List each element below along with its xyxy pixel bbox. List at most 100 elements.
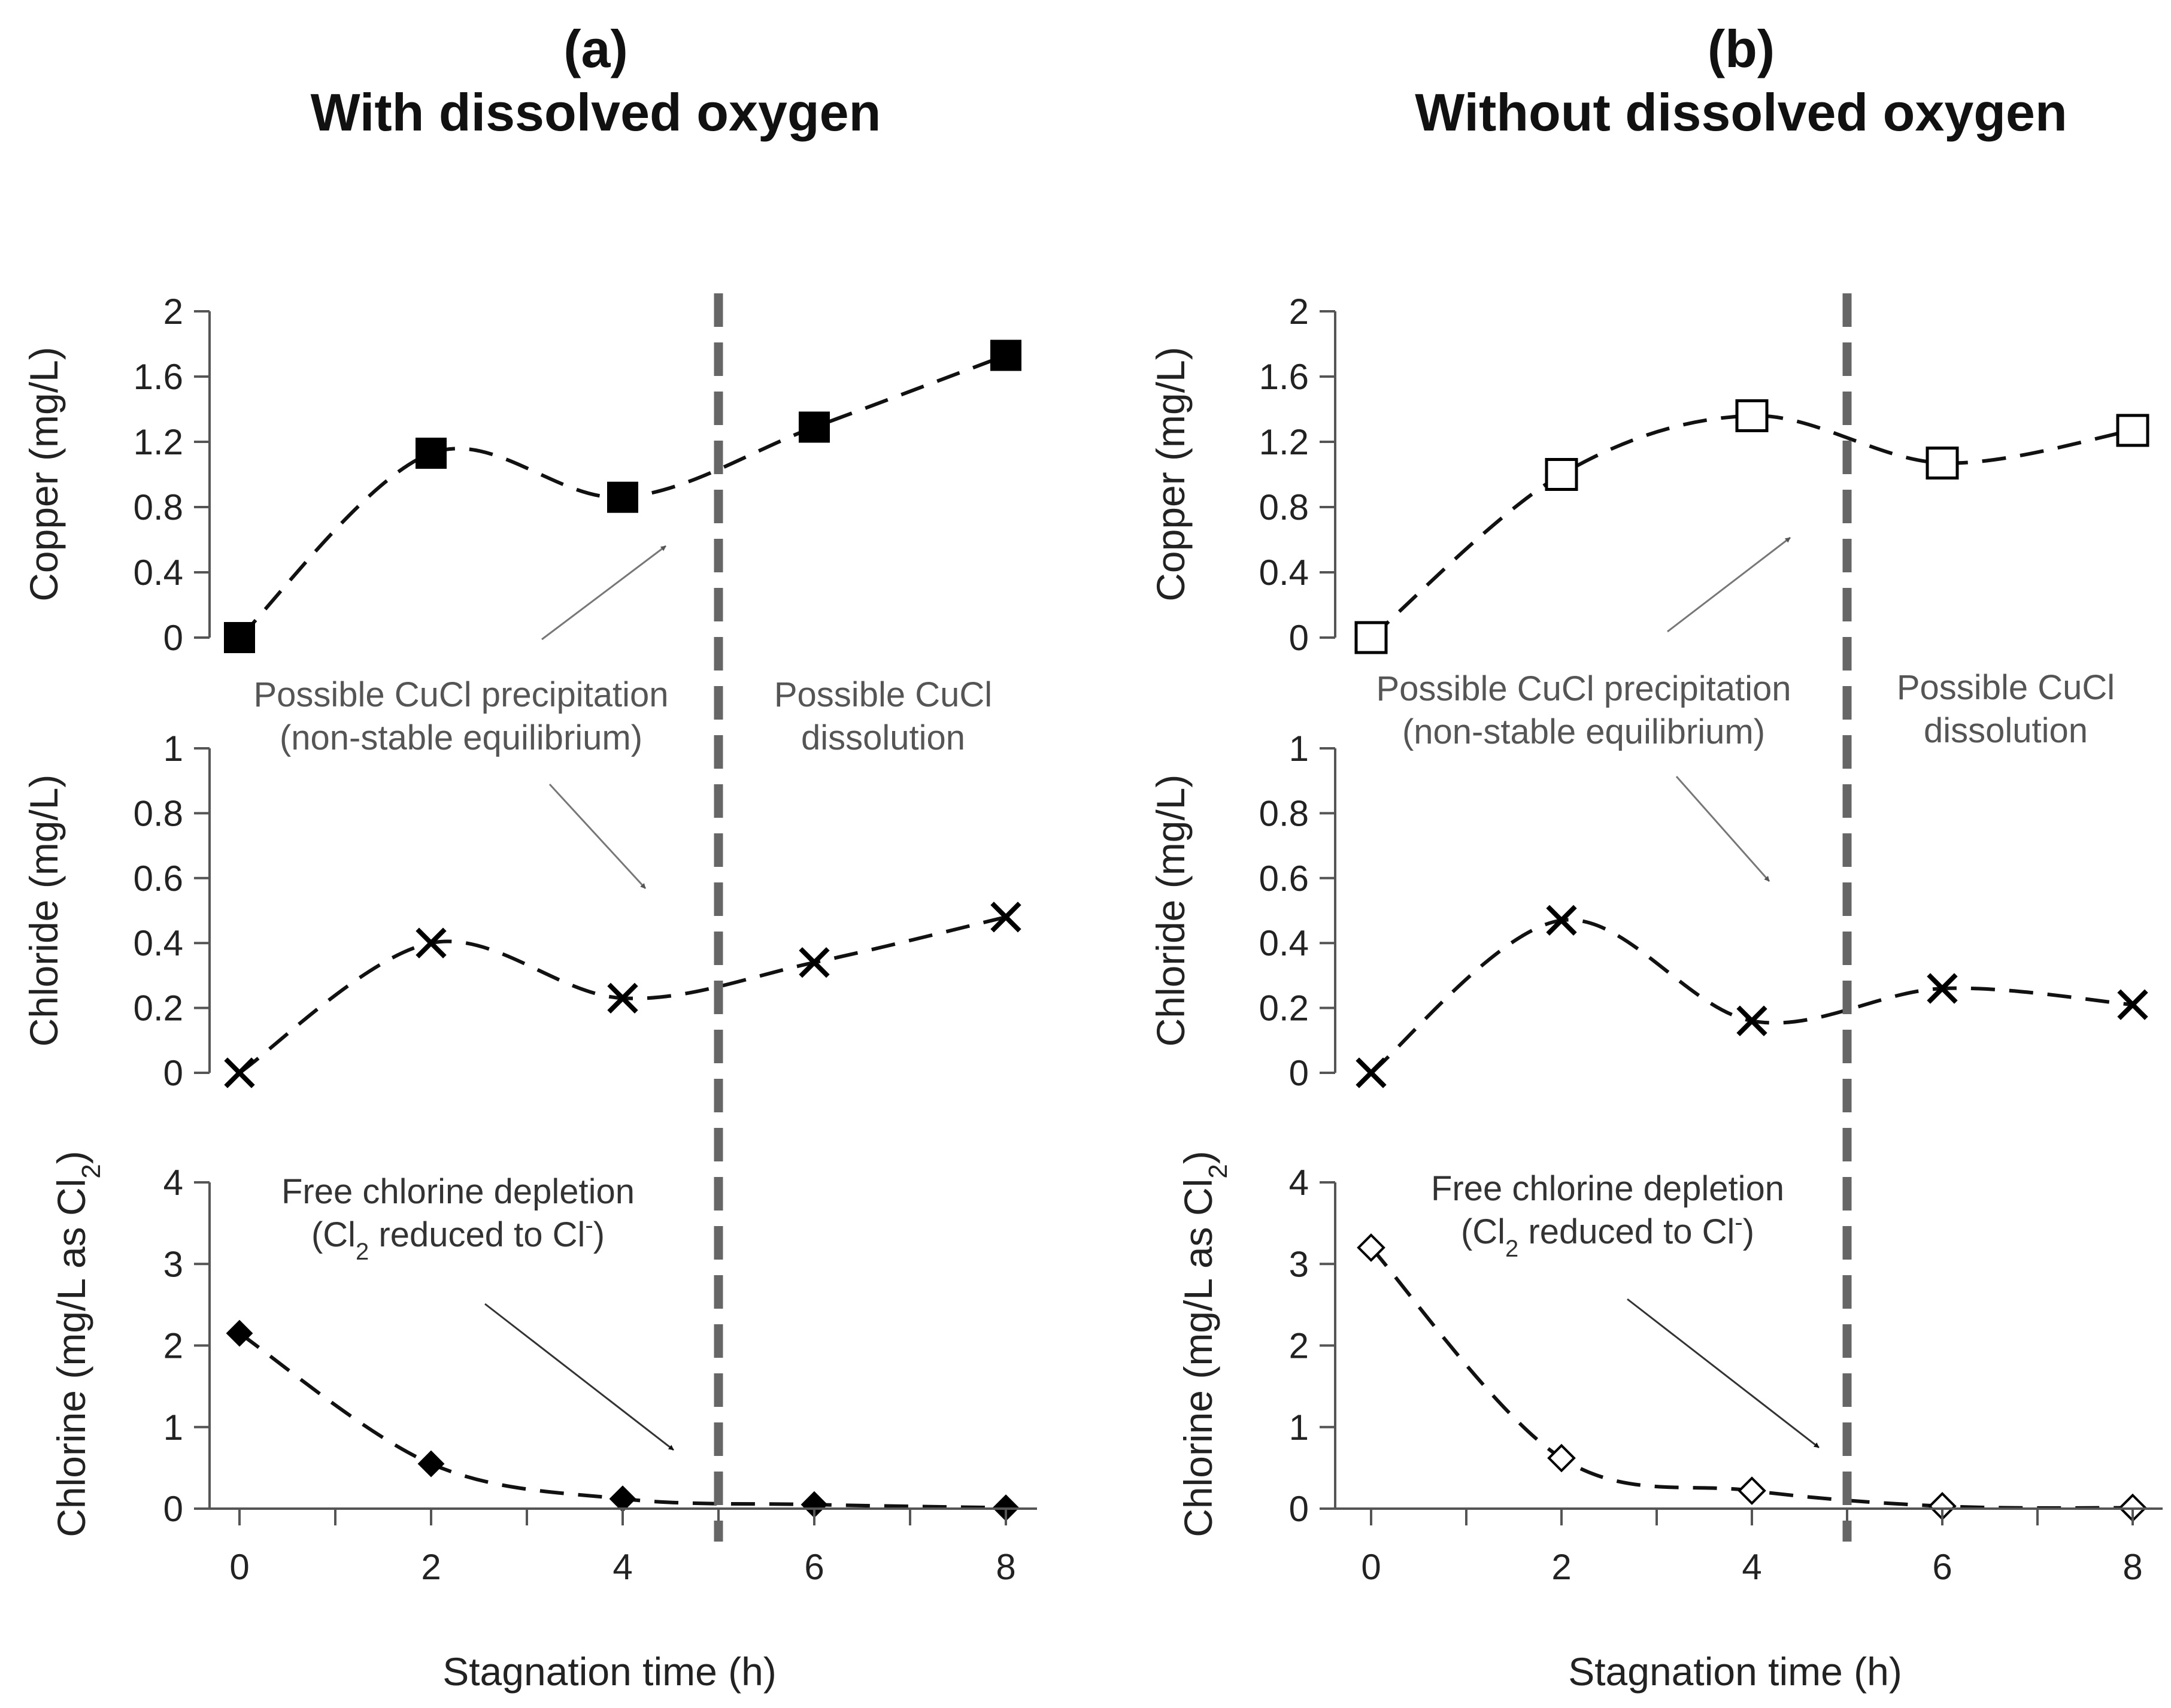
panel-b-chlorine-trend-line [1369, 1246, 2133, 1510]
panel-b-x-tick-label: 6 [1932, 1547, 1952, 1587]
panel-a-dissol-text-2: dissolution [801, 718, 965, 757]
panel-b-chloride-y-tick-label: 1 [1289, 729, 1309, 769]
panel-b-precip-arrow-down [1675, 776, 1770, 882]
panel-b-copper-y-tick-label: 2 [1289, 292, 1309, 332]
panel-b-chlorine-point-2 [1547, 1443, 1576, 1473]
panel-b-label: (b) [1708, 19, 1775, 78]
panel-a-copper-subplot: 0 0.4 0.8 1.2 1.6 2 Copper (mg/L) [22, 292, 1021, 658]
panel-b-chlorine-y-tick-label: 3 [1289, 1244, 1309, 1284]
panel-a-copper-point-4 [607, 481, 638, 513]
panel-b-depletion-text-2: (Cl2 reduced to Cl-) [1461, 1209, 1754, 1262]
panel-a-chloride-point-2 [416, 927, 447, 958]
panel-b-chloride-point-4 [1736, 1005, 1767, 1036]
panel-b-precip-text-2: (non-stable equilibrium) [1402, 712, 1765, 751]
panel-a-dissol-text-1: Possible CuCl [774, 675, 992, 714]
panel-b-chloride-subplot: 0 0.2 0.4 0.6 0.8 1 Chloride (mg/L) [1148, 729, 2148, 1093]
panel-b-x-tick-label: 8 [2123, 1547, 2142, 1587]
panel-b-chlorine-y-tick-label: 0 [1289, 1489, 1309, 1529]
panel-a-copper-markers [224, 339, 1021, 653]
panel-b-depletion-cl-sub: 2 [1505, 1236, 1518, 1262]
panel-b-chlorine-y-tick-label: 1 [1289, 1407, 1309, 1448]
panel-b-chloride-point-0 [1356, 1057, 1387, 1088]
panel-a-precip-text-1: Possible CuCl precipitation [253, 675, 668, 714]
panel-a-x-ticks: 0 2 4 6 8 [229, 1509, 1016, 1587]
panel-a-chloride-y-tick-label: 0.2 [134, 988, 183, 1029]
panel-b-chloride-point-8 [2117, 989, 2148, 1020]
panel-a-chloride-point-4 [607, 982, 638, 1014]
panel-b-chlorine-point-4 [1738, 1476, 1766, 1505]
panel-a-copper-trend-line [238, 353, 1007, 639]
panel-b-chlorine-ylabel: Chlorine (mg/L as Cl2) [1176, 1151, 1233, 1537]
panel-a-label: (a) [563, 19, 628, 78]
panel-a-depletion-text-2: (Cl2 reduced to Cl-) [311, 1212, 605, 1265]
panel-b-depletion-sup: - [1735, 1209, 1742, 1236]
panel-b-copper-point-6 [1926, 446, 1959, 480]
panel-a-chlorine-ylabel-end: ) [49, 1151, 93, 1164]
panel-b: (b) Without dissolved oxygen 0 0.4 0.8 1.2 1… [1148, 19, 2163, 1694]
panel-a-x-tick-label: 6 [804, 1547, 824, 1587]
panel-b-copper-trend-line [1370, 414, 2133, 639]
panel-b-chloride-trend-line [1370, 918, 2133, 1075]
panel-b-depletion-arrow [1627, 1298, 1820, 1449]
panel-a-depletion-arrow [484, 1303, 674, 1451]
panel-a-depletion-end: ) [593, 1215, 605, 1254]
panel-a-copper-y-tick-label: 2 [163, 292, 183, 332]
panel-b-chlorine-ylabel-main: Chlorine (mg/L as Cl [1176, 1179, 1220, 1537]
panel-a-x-tick-label: 4 [613, 1547, 632, 1587]
panel-b-chlorine-y-tick-label: 2 [1289, 1326, 1309, 1366]
panel-a-copper-y-ticks: 0 0.4 0.8 1.2 1.6 2 [134, 292, 210, 658]
panel-b-xlabel: Stagnation time (h) [1568, 1649, 1902, 1694]
panel-b-dissol-text-2: dissolution [1924, 711, 2088, 750]
panel-a-depletion-cl-sub: 2 [356, 1239, 369, 1265]
panel-a-precip-arrow-down [548, 783, 647, 890]
panel-a-precip-text-2: (non-stable equilibrium) [280, 718, 642, 757]
panel-b-chloride-y-tick-label: 0 [1289, 1053, 1309, 1093]
panel-a-chlorine-trend-line [238, 1331, 1006, 1510]
panel-a-chlorine-point-0 [226, 1319, 253, 1347]
panel-a-depletion-sup: - [585, 1212, 593, 1239]
panel-a-copper-y-tick-label: 1.6 [134, 357, 183, 397]
panel-a-depletion-cl: (Cl [311, 1215, 356, 1254]
panel-b-chlorine-point-0 [1357, 1233, 1385, 1262]
panel-a-copper-ylabel: Copper (mg/L) [22, 347, 66, 602]
panel-b-x-tick-label: 0 [1361, 1547, 1381, 1587]
panel-b-copper-point-4 [1735, 399, 1769, 432]
panel-b-chlorine-ylabel-sub: 2 [1203, 1164, 1233, 1178]
panel-b-x-tick-label: 2 [1551, 1547, 1571, 1587]
panel-a-x-tick-label: 2 [421, 1547, 441, 1587]
panel-b-chlorine-ylabel-end: ) [1176, 1151, 1220, 1164]
panel-b-chloride-y-ticks: 0 0.2 0.4 0.6 0.8 1 [1259, 729, 1335, 1093]
panel-a-chlorine-markers [226, 1319, 1020, 1522]
panel-a-chloride-y-tick-label: 0 [163, 1053, 183, 1093]
panel-a-chloride-point-6 [799, 947, 830, 978]
panel-b-chlorine-y-tick-label: 4 [1289, 1163, 1309, 1203]
panel-a-chloride-y-tick-label: 0.6 [134, 858, 183, 899]
panel-a-chlorine-ylabel: Chlorine (mg/L as Cl2) [49, 1151, 106, 1537]
panel-b-copper-subplot: 0 0.4 0.8 1.2 1.6 2 Copper (mg/L) [1148, 292, 2149, 658]
panel-a-copper-point-6 [799, 411, 830, 443]
panel-b-chloride-y-tick-label: 0.6 [1259, 858, 1309, 899]
panel-a-chlorine-y-ticks: 0 1 2 3 4 [163, 1163, 210, 1529]
panel-b-chlorine-y-ticks: 0 1 2 3 4 [1289, 1163, 1335, 1529]
panel-b-chloride-y-tick-label: 0.8 [1259, 793, 1309, 833]
panel-a-copper-y-tick-label: 0.8 [134, 487, 183, 527]
panel-a-x-tick-label: 8 [996, 1547, 1015, 1587]
panel-a-chlorine-y-tick-label: 0 [163, 1489, 183, 1529]
panel-a-chloride-ylabel: Chloride (mg/L) [22, 775, 66, 1047]
panel-a-chloride-y-ticks: 0 0.2 0.4 0.6 0.8 1 [134, 729, 210, 1093]
panel-b-depletion-mid: reduced to Cl [1518, 1212, 1735, 1251]
panel-a-chloride-subplot: 0 0.2 0.4 0.6 0.8 1 Chloride (mg/L) [22, 729, 1021, 1093]
panel-a-copper-point-8 [990, 339, 1021, 371]
panel-b-copper-markers [1354, 399, 2149, 654]
panel-a-chlorine-ylabel-main: Chlorine (mg/L as Cl [49, 1179, 93, 1537]
panel-b-chloride-markers [1356, 905, 2148, 1088]
panel-b-x-axis: 0 2 4 6 8 Stagnation time (h) [1335, 1507, 2163, 1694]
panel-b-annotations: Possible CuCl precipitation (non-stable … [1376, 536, 2115, 1449]
panel-a-copper-point-2 [416, 438, 447, 469]
panel-a-copper-y-tick-label: 0 [163, 618, 183, 658]
panel-b-depletion-end: ) [1743, 1212, 1754, 1251]
panel-a-annotations: Possible CuCl precipitation (non-stable … [253, 545, 992, 1451]
